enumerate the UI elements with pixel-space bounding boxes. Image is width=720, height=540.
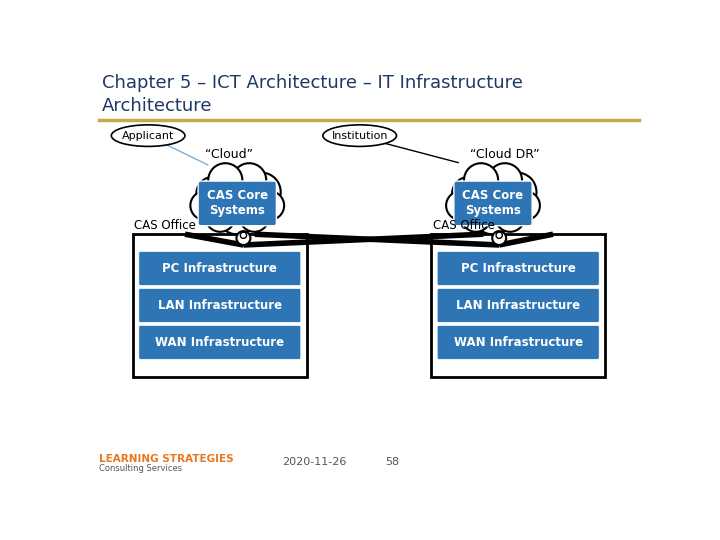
Text: WAN Infrastructure: WAN Infrastructure	[156, 336, 284, 349]
FancyBboxPatch shape	[198, 181, 276, 226]
Circle shape	[236, 231, 251, 245]
Text: Institution: Institution	[331, 131, 388, 140]
Text: 2020-11-26: 2020-11-26	[282, 457, 347, 467]
FancyBboxPatch shape	[454, 181, 532, 226]
FancyBboxPatch shape	[437, 326, 599, 359]
Circle shape	[446, 191, 475, 220]
Text: CAS Office: CAS Office	[433, 219, 495, 232]
Circle shape	[511, 191, 540, 220]
Text: Chapter 5 – ICT Architecture – IT Infrastructure
Architecture: Chapter 5 – ICT Architecture – IT Infras…	[102, 74, 523, 115]
Circle shape	[496, 232, 503, 238]
Text: CAS Office: CAS Office	[134, 219, 196, 232]
Text: LAN Infrastructure: LAN Infrastructure	[456, 299, 580, 312]
Ellipse shape	[112, 125, 185, 146]
FancyBboxPatch shape	[139, 326, 301, 359]
FancyBboxPatch shape	[437, 252, 599, 286]
Text: LEARNING STRATEGIES: LEARNING STRATEGIES	[99, 454, 234, 464]
Ellipse shape	[323, 125, 397, 146]
Bar	[431, 234, 606, 377]
FancyBboxPatch shape	[437, 288, 599, 322]
Text: 58: 58	[385, 457, 400, 467]
Text: Applicant: Applicant	[122, 131, 174, 140]
Circle shape	[217, 194, 258, 234]
FancyBboxPatch shape	[139, 252, 301, 286]
Circle shape	[498, 172, 536, 212]
Bar	[132, 234, 307, 377]
Circle shape	[488, 163, 522, 197]
Circle shape	[495, 203, 525, 232]
Text: Consulting Services: Consulting Services	[99, 464, 182, 473]
Circle shape	[462, 203, 490, 232]
Circle shape	[208, 163, 243, 197]
Text: PC Infrastructure: PC Infrastructure	[461, 262, 575, 275]
Circle shape	[240, 203, 269, 232]
Text: PC Infrastructure: PC Infrastructure	[163, 262, 277, 275]
Circle shape	[190, 191, 220, 220]
Circle shape	[197, 177, 230, 211]
Circle shape	[492, 231, 506, 245]
Circle shape	[472, 194, 513, 234]
Circle shape	[255, 191, 284, 220]
Circle shape	[452, 177, 486, 211]
Circle shape	[464, 163, 498, 197]
Circle shape	[469, 177, 517, 224]
Circle shape	[213, 177, 261, 224]
Circle shape	[241, 172, 281, 212]
Circle shape	[240, 232, 246, 238]
Text: “Cloud DR”: “Cloud DR”	[470, 148, 539, 161]
FancyBboxPatch shape	[139, 288, 301, 322]
Text: CAS Core
Systems: CAS Core Systems	[207, 190, 268, 218]
Circle shape	[232, 163, 266, 197]
Text: LAN Infrastructure: LAN Infrastructure	[158, 299, 282, 312]
Circle shape	[206, 203, 235, 232]
Text: “Cloud”: “Cloud”	[205, 148, 253, 161]
Text: WAN Infrastructure: WAN Infrastructure	[454, 336, 582, 349]
Text: CAS Core
Systems: CAS Core Systems	[462, 190, 523, 218]
